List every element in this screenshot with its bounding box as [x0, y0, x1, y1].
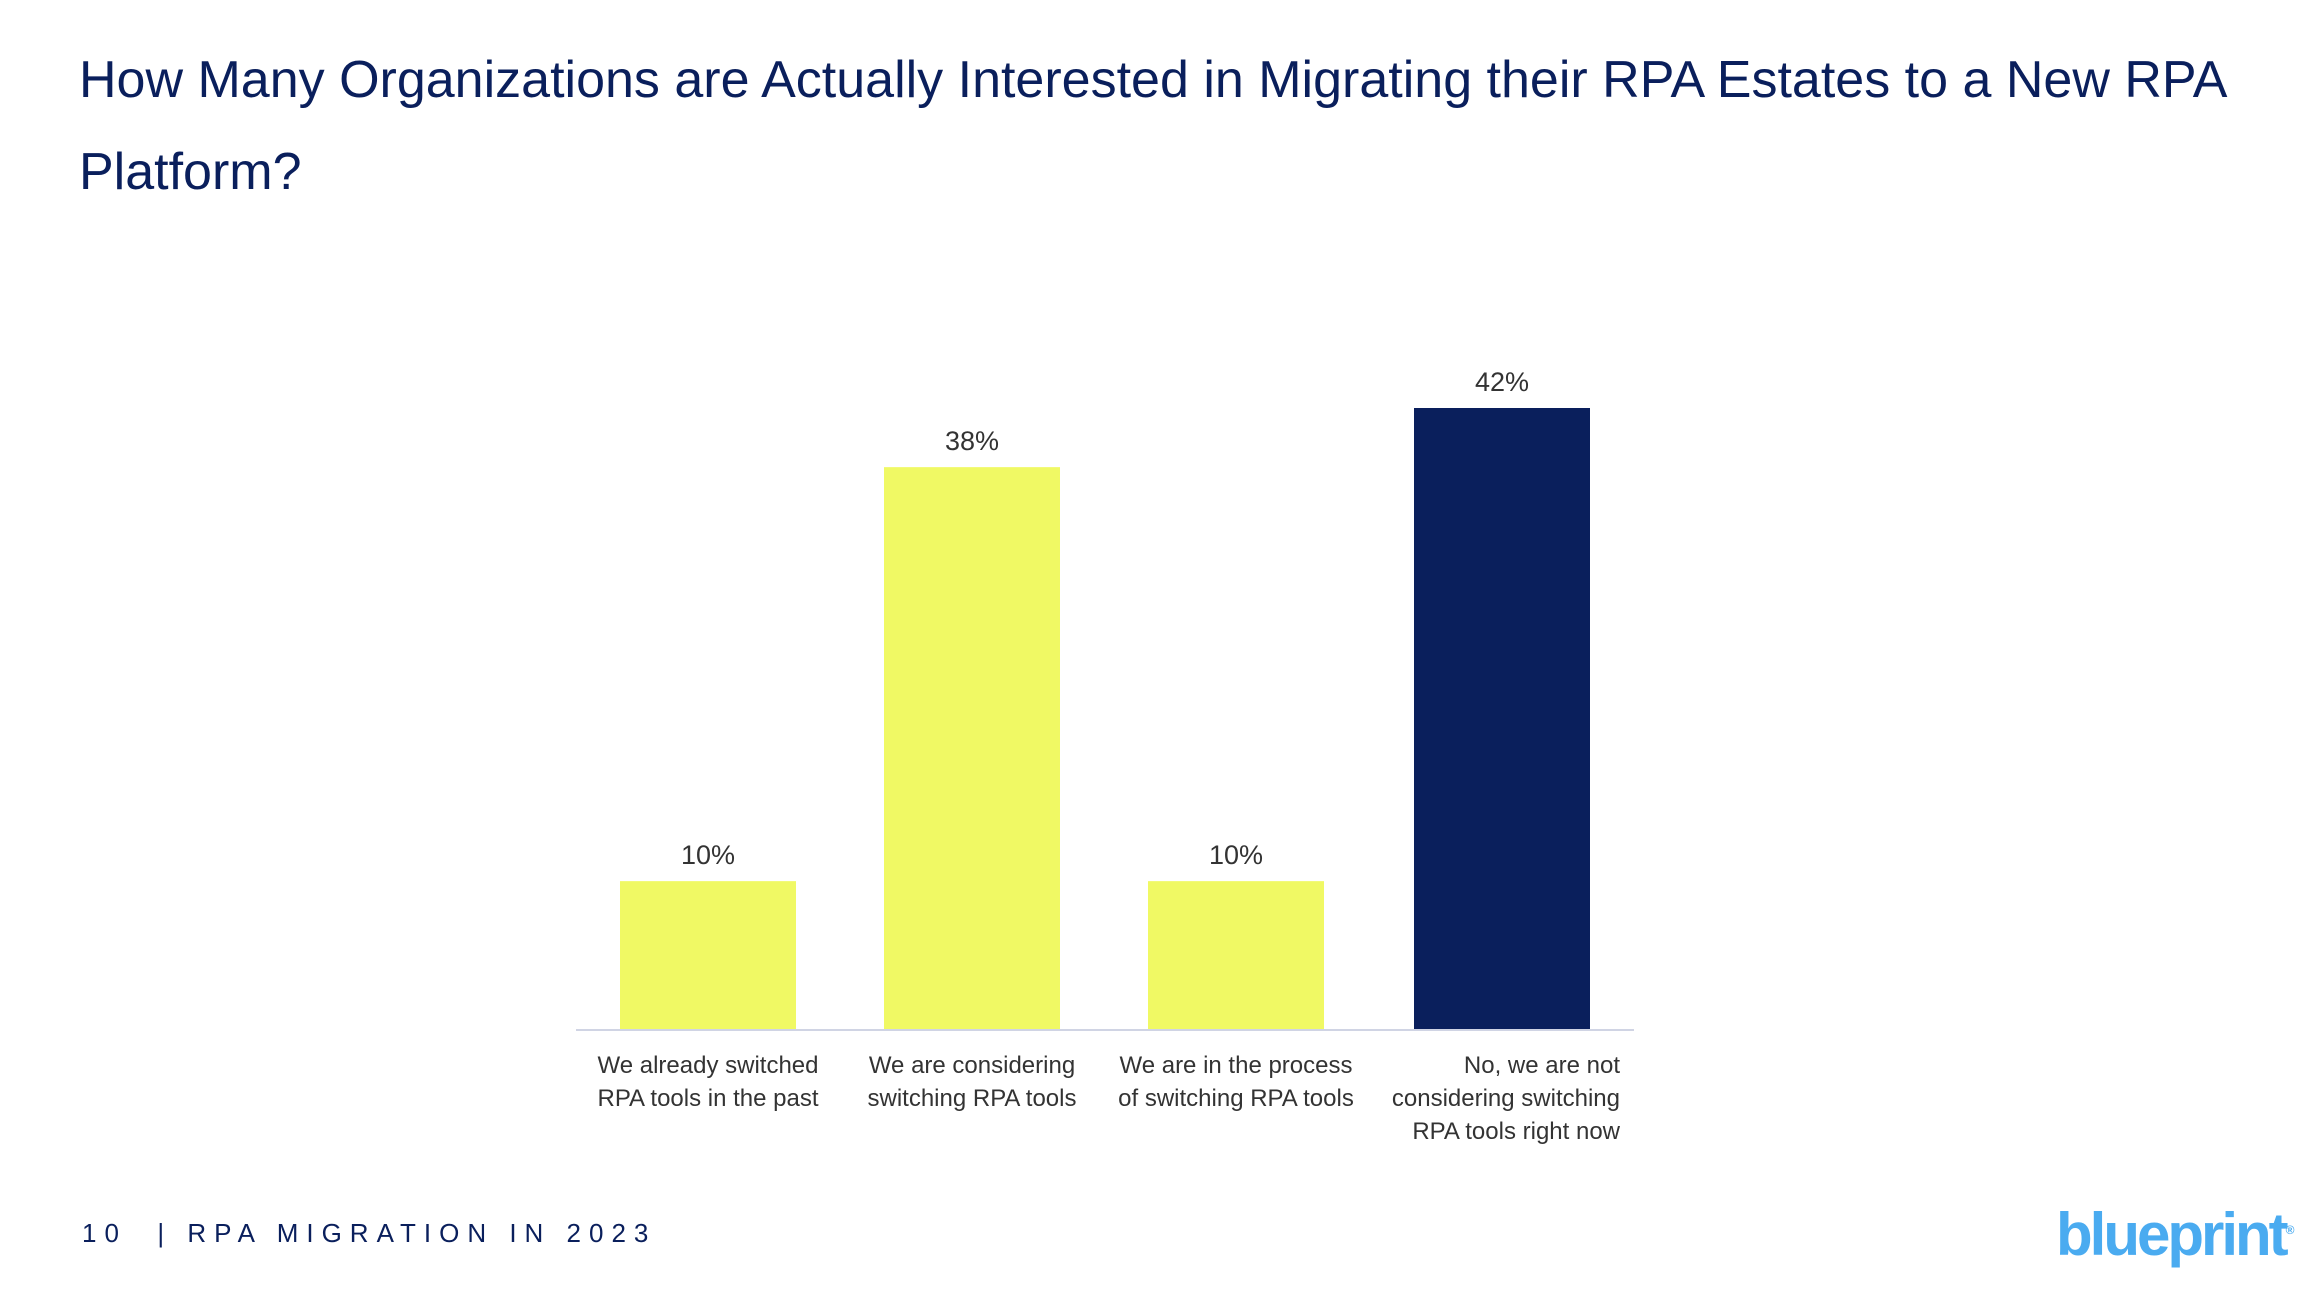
- data-label: 42%: [1475, 367, 1529, 397]
- category-label: We are considering: [869, 1052, 1075, 1079]
- footer: 10 | RPA MIGRATION IN 2023: [82, 1218, 656, 1249]
- data-label: 10%: [1209, 840, 1263, 870]
- data-label: 38%: [945, 426, 999, 456]
- footer-text: RPA MIGRATION IN 2023: [187, 1218, 657, 1248]
- category-label: No, we are not: [1464, 1052, 1620, 1079]
- category-label: considering switching: [1392, 1085, 1620, 1112]
- category-label: We are in the process: [1119, 1052, 1352, 1079]
- blueprint-logo: blueprint®: [2056, 1201, 2295, 1268]
- bar: [620, 881, 796, 1029]
- bar: [1148, 881, 1324, 1029]
- category-label: We already switched: [598, 1052, 819, 1079]
- category-label: of switching RPA tools: [1118, 1085, 1354, 1112]
- category-label: RPA tools in the past: [597, 1085, 818, 1112]
- bar: [884, 467, 1060, 1030]
- footer-separator: |: [157, 1218, 173, 1248]
- category-label: switching RPA tools: [868, 1085, 1077, 1112]
- page-title: How Many Organizations are Actually Inte…: [79, 51, 2225, 201]
- category-label: RPA tools right now: [1412, 1118, 1620, 1145]
- data-label: 10%: [681, 840, 735, 870]
- page-number: 10: [82, 1218, 127, 1248]
- bar: [1414, 408, 1590, 1029]
